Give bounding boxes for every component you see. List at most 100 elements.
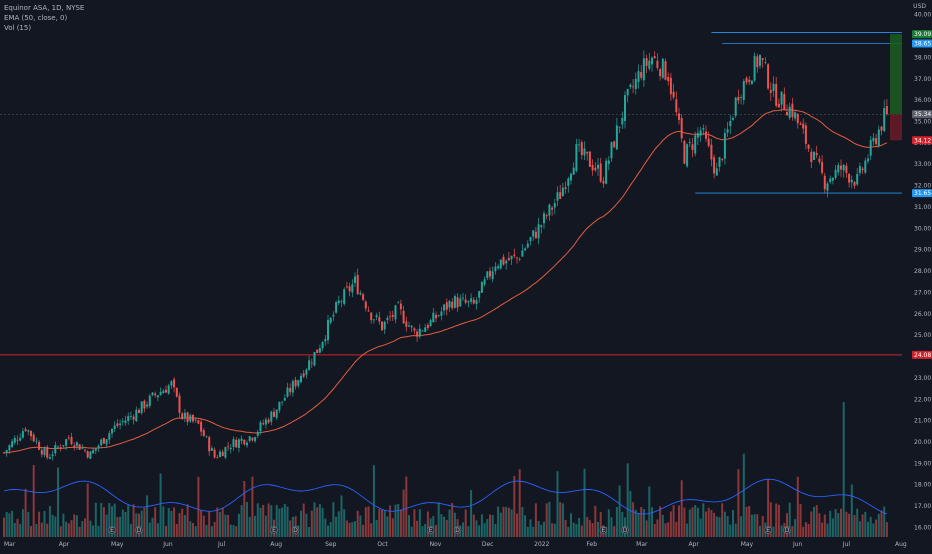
- volume-bar: [251, 476, 254, 537]
- legend-symbol[interactable]: Equinor ASA, 1D, NYSE: [4, 4, 85, 12]
- candle-body: [880, 126, 883, 131]
- volume-bar: [359, 515, 362, 537]
- candle-body: [656, 60, 659, 68]
- volume-bar: [653, 524, 656, 537]
- volume-bar: [119, 516, 122, 537]
- candle-body: [386, 317, 389, 320]
- volume-bar: [661, 514, 664, 537]
- candle-body: [715, 168, 718, 176]
- candle-body: [642, 58, 645, 81]
- volume-bar: [40, 522, 43, 537]
- volume-bar: [448, 509, 451, 537]
- candle-body: [329, 317, 332, 323]
- candle-body: [764, 62, 767, 63]
- candle-body: [335, 302, 338, 313]
- volume-bar: [81, 521, 84, 537]
- x-tick-label: Apr: [59, 541, 70, 548]
- candle-body: [62, 445, 65, 447]
- volume-bar: [672, 505, 675, 537]
- candle-body: [672, 91, 675, 98]
- legend-volume[interactable]: Vol (15): [4, 24, 32, 32]
- candle-body: [43, 448, 46, 456]
- volume-bar: [632, 502, 635, 537]
- candle-body: [262, 423, 265, 425]
- volume-bar: [559, 502, 562, 537]
- candle-body: [872, 137, 875, 142]
- candle-body: [383, 321, 386, 330]
- volume-bar: [381, 509, 383, 537]
- volume-bar: [572, 522, 575, 537]
- candle-body: [381, 321, 383, 331]
- candle-body: [494, 266, 497, 272]
- candle-body: [121, 421, 124, 422]
- volume-bar: [742, 453, 745, 537]
- volume-bar: [116, 517, 119, 537]
- volume-bar: [499, 512, 502, 537]
- candle-body: [343, 289, 346, 304]
- volume-bar: [224, 514, 227, 537]
- y-tick-label: 17.00: [914, 503, 931, 510]
- candle-body: [480, 281, 483, 293]
- volume-bar: [610, 517, 613, 537]
- volume-bar: [170, 510, 173, 537]
- volume-bar: [734, 523, 737, 537]
- volume-bar: [543, 521, 545, 537]
- y-tick-label: 20.00: [914, 439, 931, 446]
- volume-bar: [11, 510, 14, 537]
- candle-body: [302, 373, 305, 377]
- candle-body: [54, 445, 57, 454]
- volume-bar: [135, 513, 138, 537]
- y-tick-label: 32.00: [914, 183, 931, 190]
- candle-body: [443, 304, 446, 311]
- candle-body: [804, 125, 807, 144]
- volume-bar: [867, 521, 869, 537]
- candle-body: [534, 231, 537, 239]
- candle-body: [264, 419, 267, 425]
- volume-bar: [478, 525, 481, 537]
- candle-body: [275, 409, 278, 418]
- candle-body: [553, 203, 556, 208]
- volume-bar: [240, 505, 243, 537]
- candle-body: [796, 113, 799, 124]
- volume-bar: [73, 514, 76, 537]
- candle-body: [348, 286, 351, 292]
- volume-bar: [607, 509, 610, 537]
- stop-zone: [890, 114, 902, 141]
- candle-body: [615, 125, 618, 150]
- volume-bar: [229, 524, 232, 537]
- volume-bar: [772, 526, 775, 537]
- candle-body: [208, 437, 211, 452]
- volume-bar: [278, 508, 281, 537]
- volume-bar: [38, 511, 41, 537]
- price-axis-tag-label: 35.34: [914, 111, 931, 118]
- volume-bar: [35, 524, 38, 537]
- volume-bar: [300, 510, 302, 537]
- legend-ema[interactable]: EMA (50, close, 0): [4, 14, 68, 22]
- price-axis-tag: [912, 30, 932, 39]
- volume-bar: [108, 503, 111, 537]
- candle-body: [829, 178, 832, 183]
- volume-bar: [699, 518, 702, 537]
- candle-body: [518, 258, 521, 260]
- candle-body: [594, 167, 597, 171]
- candle-body: [102, 437, 105, 444]
- candle-body: [445, 302, 448, 310]
- event-marker-label: D: [785, 527, 790, 534]
- volume-bar: [281, 507, 284, 537]
- candle-body: [602, 180, 605, 184]
- volume-bar: [24, 488, 27, 537]
- candle-body: [75, 442, 78, 446]
- candle-body: [667, 76, 670, 82]
- candle-body: [124, 420, 127, 423]
- volume-bar: [877, 513, 880, 537]
- candle-body: [821, 161, 824, 173]
- candle-body: [294, 379, 297, 387]
- volume-bar: [683, 507, 686, 537]
- event-marker: [621, 526, 629, 534]
- candle-body: [289, 388, 292, 393]
- volume-bar: [86, 483, 89, 537]
- volume-bar: [129, 523, 132, 537]
- candle-body: [240, 438, 243, 441]
